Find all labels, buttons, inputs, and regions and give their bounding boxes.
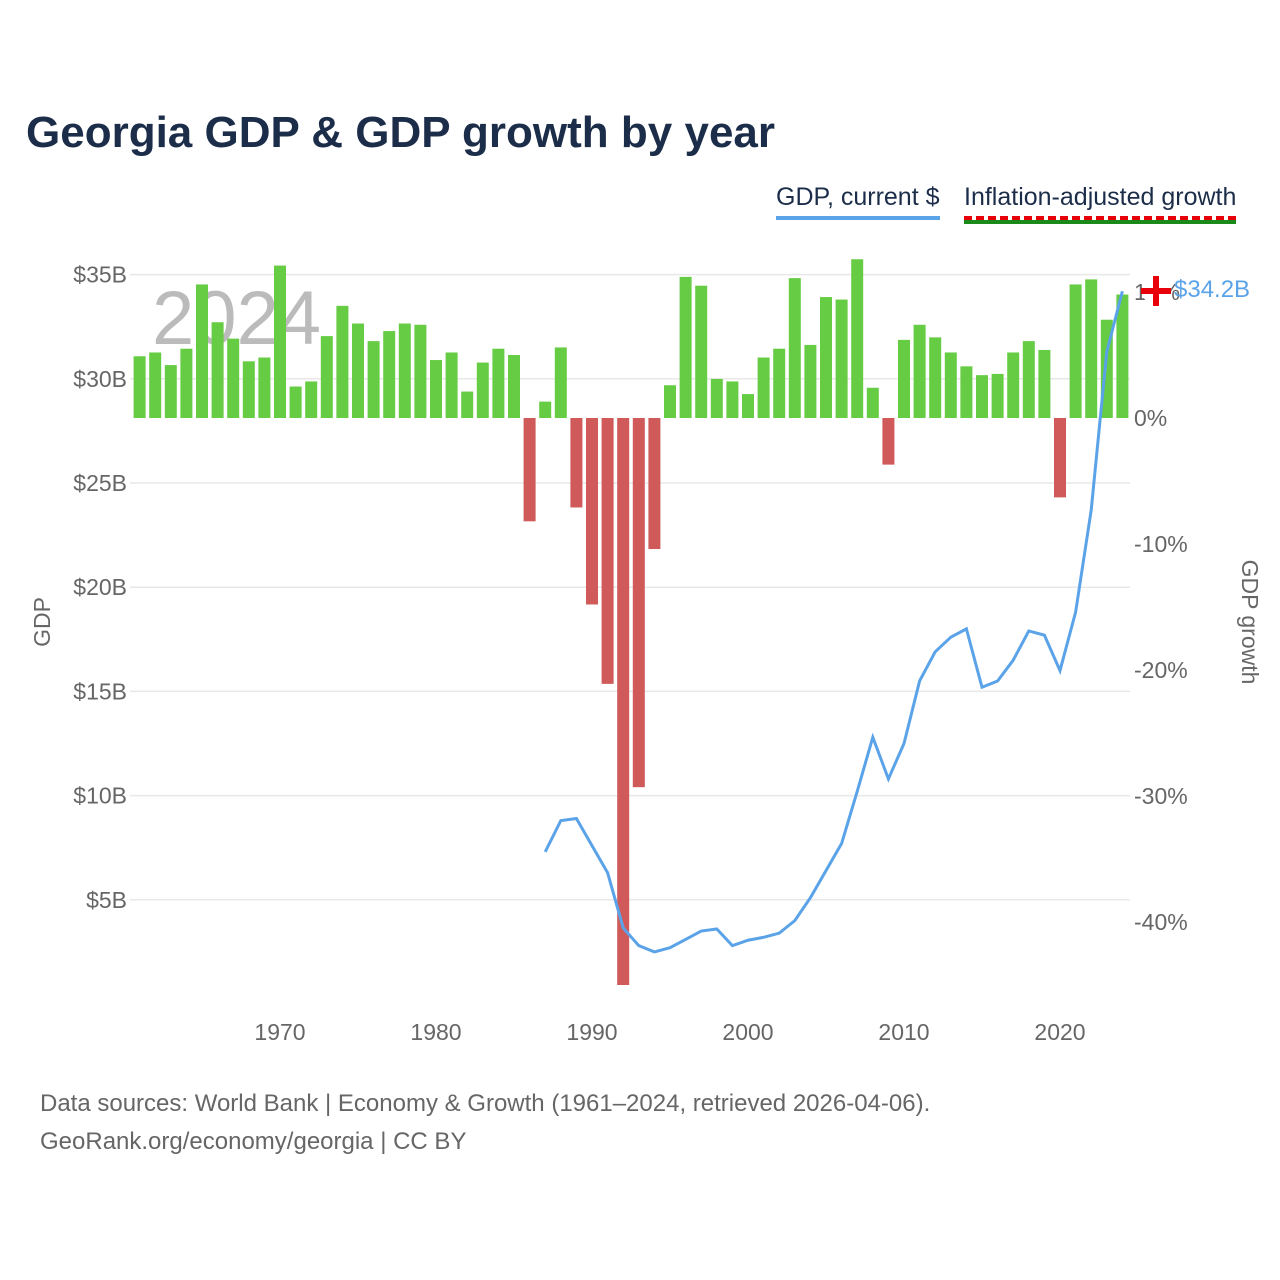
growth-bar	[1069, 284, 1082, 418]
growth-bar	[835, 299, 848, 418]
growth-bar	[944, 352, 957, 418]
growth-bar	[679, 276, 692, 418]
legend-gdp[interactable]: GDP, current $	[776, 183, 940, 220]
left-tick-label: $15B	[73, 678, 127, 704]
growth-bar	[804, 344, 817, 418]
growth-bar	[1038, 349, 1051, 418]
growth-bar	[710, 378, 723, 418]
growth-bar	[695, 285, 708, 418]
growth-bar	[149, 352, 162, 418]
x-tick-label: 1970	[254, 1019, 305, 1045]
growth-bar	[461, 391, 474, 418]
growth-bar	[726, 381, 739, 418]
growth-bar	[336, 305, 349, 418]
growth-bar	[164, 365, 177, 418]
growth-bar	[601, 418, 614, 684]
growth-bar	[274, 265, 286, 418]
growth-bar	[554, 347, 567, 418]
growth-bar	[539, 401, 552, 418]
growth-bar	[976, 375, 988, 418]
x-tick-label: 2010	[878, 1019, 929, 1045]
x-tick-label: 1990	[566, 1019, 617, 1045]
growth-bar	[1007, 352, 1020, 418]
right-tick-label: -30%	[1134, 783, 1188, 809]
x-tick-label: 2000	[722, 1019, 773, 1045]
growth-bar	[133, 356, 146, 418]
growth-bar	[242, 361, 255, 418]
growth-bar	[586, 418, 598, 605]
right-tick-label: -10%	[1134, 531, 1188, 557]
growth-bar	[757, 357, 770, 418]
chart-title: Georgia GDP & GDP growth by year	[26, 108, 776, 157]
growth-bar	[820, 297, 832, 418]
growth-bar	[570, 418, 583, 508]
growth-bar	[991, 373, 1004, 418]
growth-bar	[851, 259, 864, 418]
growth-bar	[929, 337, 942, 418]
georgia-flag-icon	[1153, 276, 1159, 306]
growth-bar	[476, 362, 489, 418]
growth-bar	[960, 366, 973, 418]
growth-bar	[445, 352, 458, 418]
growth-bar	[1116, 294, 1129, 418]
growth-bar	[211, 322, 224, 418]
right-axis-title: GDP growth	[1237, 560, 1263, 685]
growth-bar	[289, 386, 302, 418]
right-tick-label: 0%	[1134, 405, 1167, 431]
left-tick-label: $25B	[73, 470, 127, 496]
growth-bar	[227, 338, 240, 418]
growth-bar	[320, 336, 333, 418]
growth-bar	[913, 324, 926, 418]
growth-bar	[632, 418, 645, 788]
left-tick-label: $35B	[73, 262, 127, 288]
gdp-line	[543, 290, 1124, 954]
growth-bar	[383, 331, 396, 418]
growth-bar	[414, 324, 427, 418]
growth-bar	[258, 357, 271, 418]
footer-sources: Data sources: World Bank | Economy & Gro…	[40, 1090, 931, 1117]
growth-bar	[508, 355, 520, 418]
left-tick-label: $30B	[73, 366, 127, 392]
growth-bar	[180, 348, 193, 418]
growth-bar	[788, 278, 801, 418]
growth-bar	[664, 385, 676, 418]
footer-link[interactable]: GeoRank.org/economy/georgia | CC BY	[40, 1128, 467, 1155]
growth-bar	[398, 323, 411, 418]
growth-bar	[196, 284, 208, 418]
left-tick-label: $20B	[73, 574, 127, 600]
x-tick-label: 1980	[410, 1019, 461, 1045]
growth-bar	[648, 418, 661, 550]
growth-bar	[1022, 341, 1035, 418]
left-axis-title: GDP	[29, 597, 55, 647]
growth-bar	[305, 381, 318, 418]
growth-bar	[617, 418, 630, 985]
growth-bar	[1054, 418, 1066, 498]
growth-bar	[773, 348, 786, 418]
growth-bar	[882, 418, 895, 465]
growth-bar	[898, 339, 910, 418]
growth-bar	[367, 341, 380, 418]
right-tick-label: -20%	[1134, 657, 1188, 683]
left-tick-label: $5B	[86, 887, 127, 913]
growth-bar	[742, 394, 754, 418]
end-value-label: $34.2B	[1174, 276, 1250, 303]
legend-growth[interactable]: Inflation-adjusted growth	[964, 183, 1237, 220]
growth-bar	[492, 348, 505, 418]
growth-bar	[352, 323, 364, 418]
left-tick-label: $10B	[73, 783, 127, 809]
growth-bar	[1085, 279, 1098, 418]
right-tick-label: -40%	[1134, 909, 1188, 935]
growth-bar	[523, 418, 536, 522]
growth-bar	[430, 360, 442, 418]
x-tick-label: 2020	[1034, 1019, 1085, 1045]
growth-bar	[866, 387, 879, 418]
